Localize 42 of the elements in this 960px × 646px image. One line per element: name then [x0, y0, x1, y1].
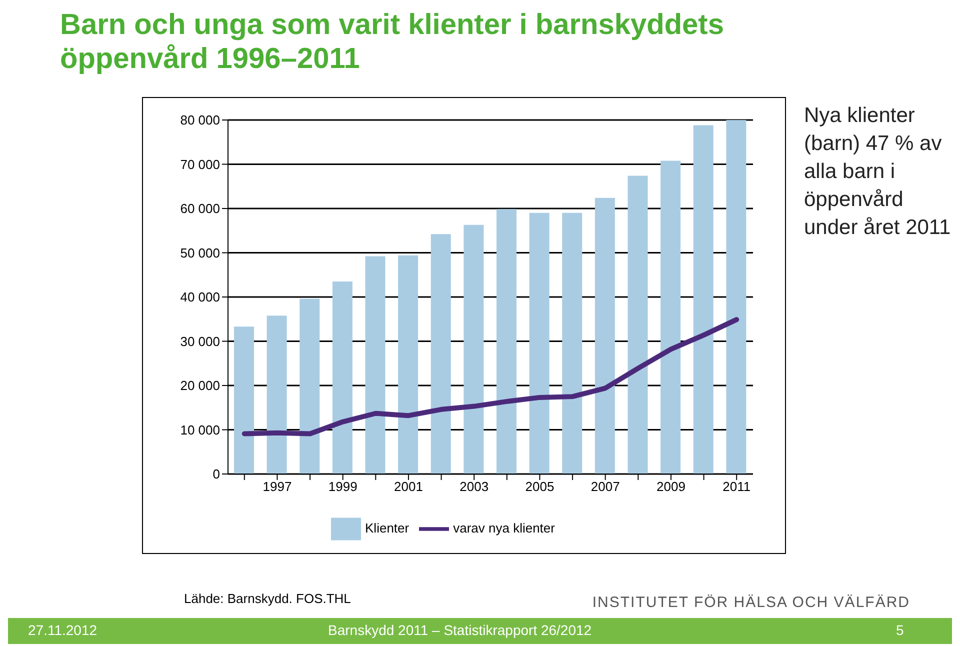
bar — [398, 255, 418, 474]
y-tick-label: 10 000 — [180, 422, 220, 438]
bar — [464, 224, 484, 474]
x-tick-label: 2001 — [394, 479, 423, 494]
y-tick-label: 50 000 — [180, 245, 220, 260]
y-tick-label: 20 000 — [180, 378, 220, 394]
chart-title: Barn och unga som varit klienter i barnskyddets öppenvård 1996–2011 — [60, 8, 725, 76]
bar — [300, 298, 320, 474]
bar — [496, 208, 516, 474]
text: INSTITUTET FÖR HÄLSA OCH VÄLFÄRD — [592, 594, 910, 611]
y-tick-label: 30 000 — [180, 334, 220, 349]
y-tick-label: 80 000 — [180, 112, 220, 128]
bar — [529, 212, 550, 474]
bar — [365, 256, 386, 474]
x-tick-label: 1999 — [328, 479, 358, 494]
bar — [234, 326, 254, 474]
x-tick-label: 2007 — [590, 479, 620, 494]
bar — [594, 198, 615, 474]
x-tick-label: 1997 — [262, 479, 292, 494]
y-tick-label: 0 — [212, 466, 220, 482]
bar — [266, 316, 287, 474]
bar — [430, 234, 451, 474]
bar — [726, 120, 746, 474]
y-tick-label: 60 000 — [180, 201, 220, 216]
y-tick-label: 40 000 — [180, 290, 220, 305]
text: Lähde: Barnskydd. FOS.THL — [184, 591, 351, 606]
text: 27.11.2012 — [28, 622, 98, 638]
bar — [562, 212, 582, 474]
bar — [660, 160, 681, 474]
x-tick-label: 2003 — [460, 479, 489, 494]
y-tick-label: 70 000 — [180, 156, 220, 172]
bar — [332, 282, 352, 474]
bar — [693, 125, 714, 474]
text: Nya klienter (barn) 47 % av alla barn i öppenvård under året 2011 — [804, 103, 952, 241]
legend-label: varav nya klienter — [453, 520, 555, 536]
x-tick-label: 2005 — [525, 479, 554, 494]
text: 5 — [896, 622, 904, 638]
legend-label: Klienter — [365, 520, 410, 536]
text: Barnskydd 2011 – Statistikrapport 26/2012 — [328, 622, 592, 638]
bar — [628, 176, 648, 474]
x-tick-label: 2009 — [656, 479, 686, 494]
x-tick-label: 2011 — [722, 479, 751, 494]
